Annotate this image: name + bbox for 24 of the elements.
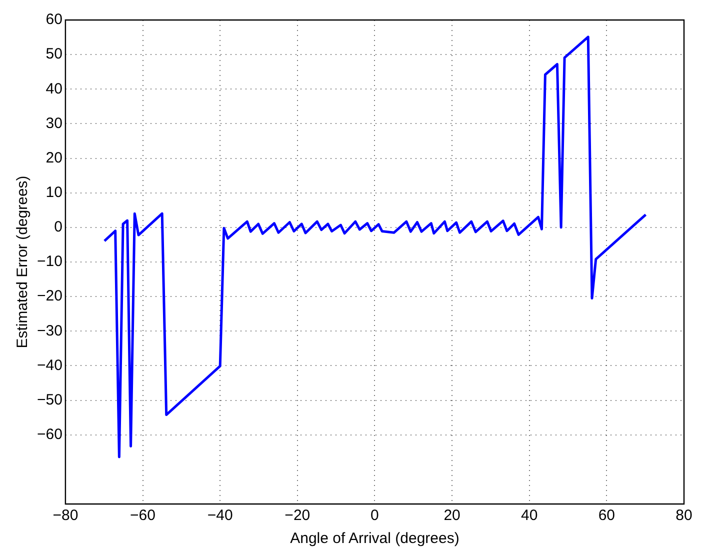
y-tick-label: 20 (46, 149, 62, 166)
y-tick-label: −50 (36, 391, 62, 408)
y-tick-label: −60 (36, 426, 62, 443)
x-tick-label: 60 (598, 507, 616, 524)
x-tick-label: −80 (52, 507, 78, 524)
y-tick-label: −40 (36, 356, 62, 374)
y-tick-label: 30 (46, 114, 62, 132)
y-tick-label: 60 (46, 11, 62, 28)
x-tick-label: −20 (284, 507, 310, 524)
y-tick-label: 10 (46, 184, 62, 201)
x-tick-label: −60 (130, 507, 156, 524)
y-tick-label: 40 (46, 80, 62, 98)
y-axis-title: Estimated Error (degrees) (14, 176, 32, 348)
x-tick-label: −40 (207, 507, 233, 524)
x-tick-label: 40 (521, 507, 538, 524)
y-tick-label: −30 (36, 322, 62, 340)
x-tick-label: 80 (676, 507, 692, 524)
y-tick-label: 50 (46, 46, 62, 63)
x-tick-label: 20 (444, 507, 460, 524)
y-tick-label: −20 (36, 288, 62, 305)
x-axis-title: Angle of Arrival (degrees) (290, 530, 460, 548)
y-tick-label: 0 (54, 218, 62, 236)
y-tick-label: −10 (36, 253, 62, 270)
x-tick-label: 0 (370, 507, 379, 524)
